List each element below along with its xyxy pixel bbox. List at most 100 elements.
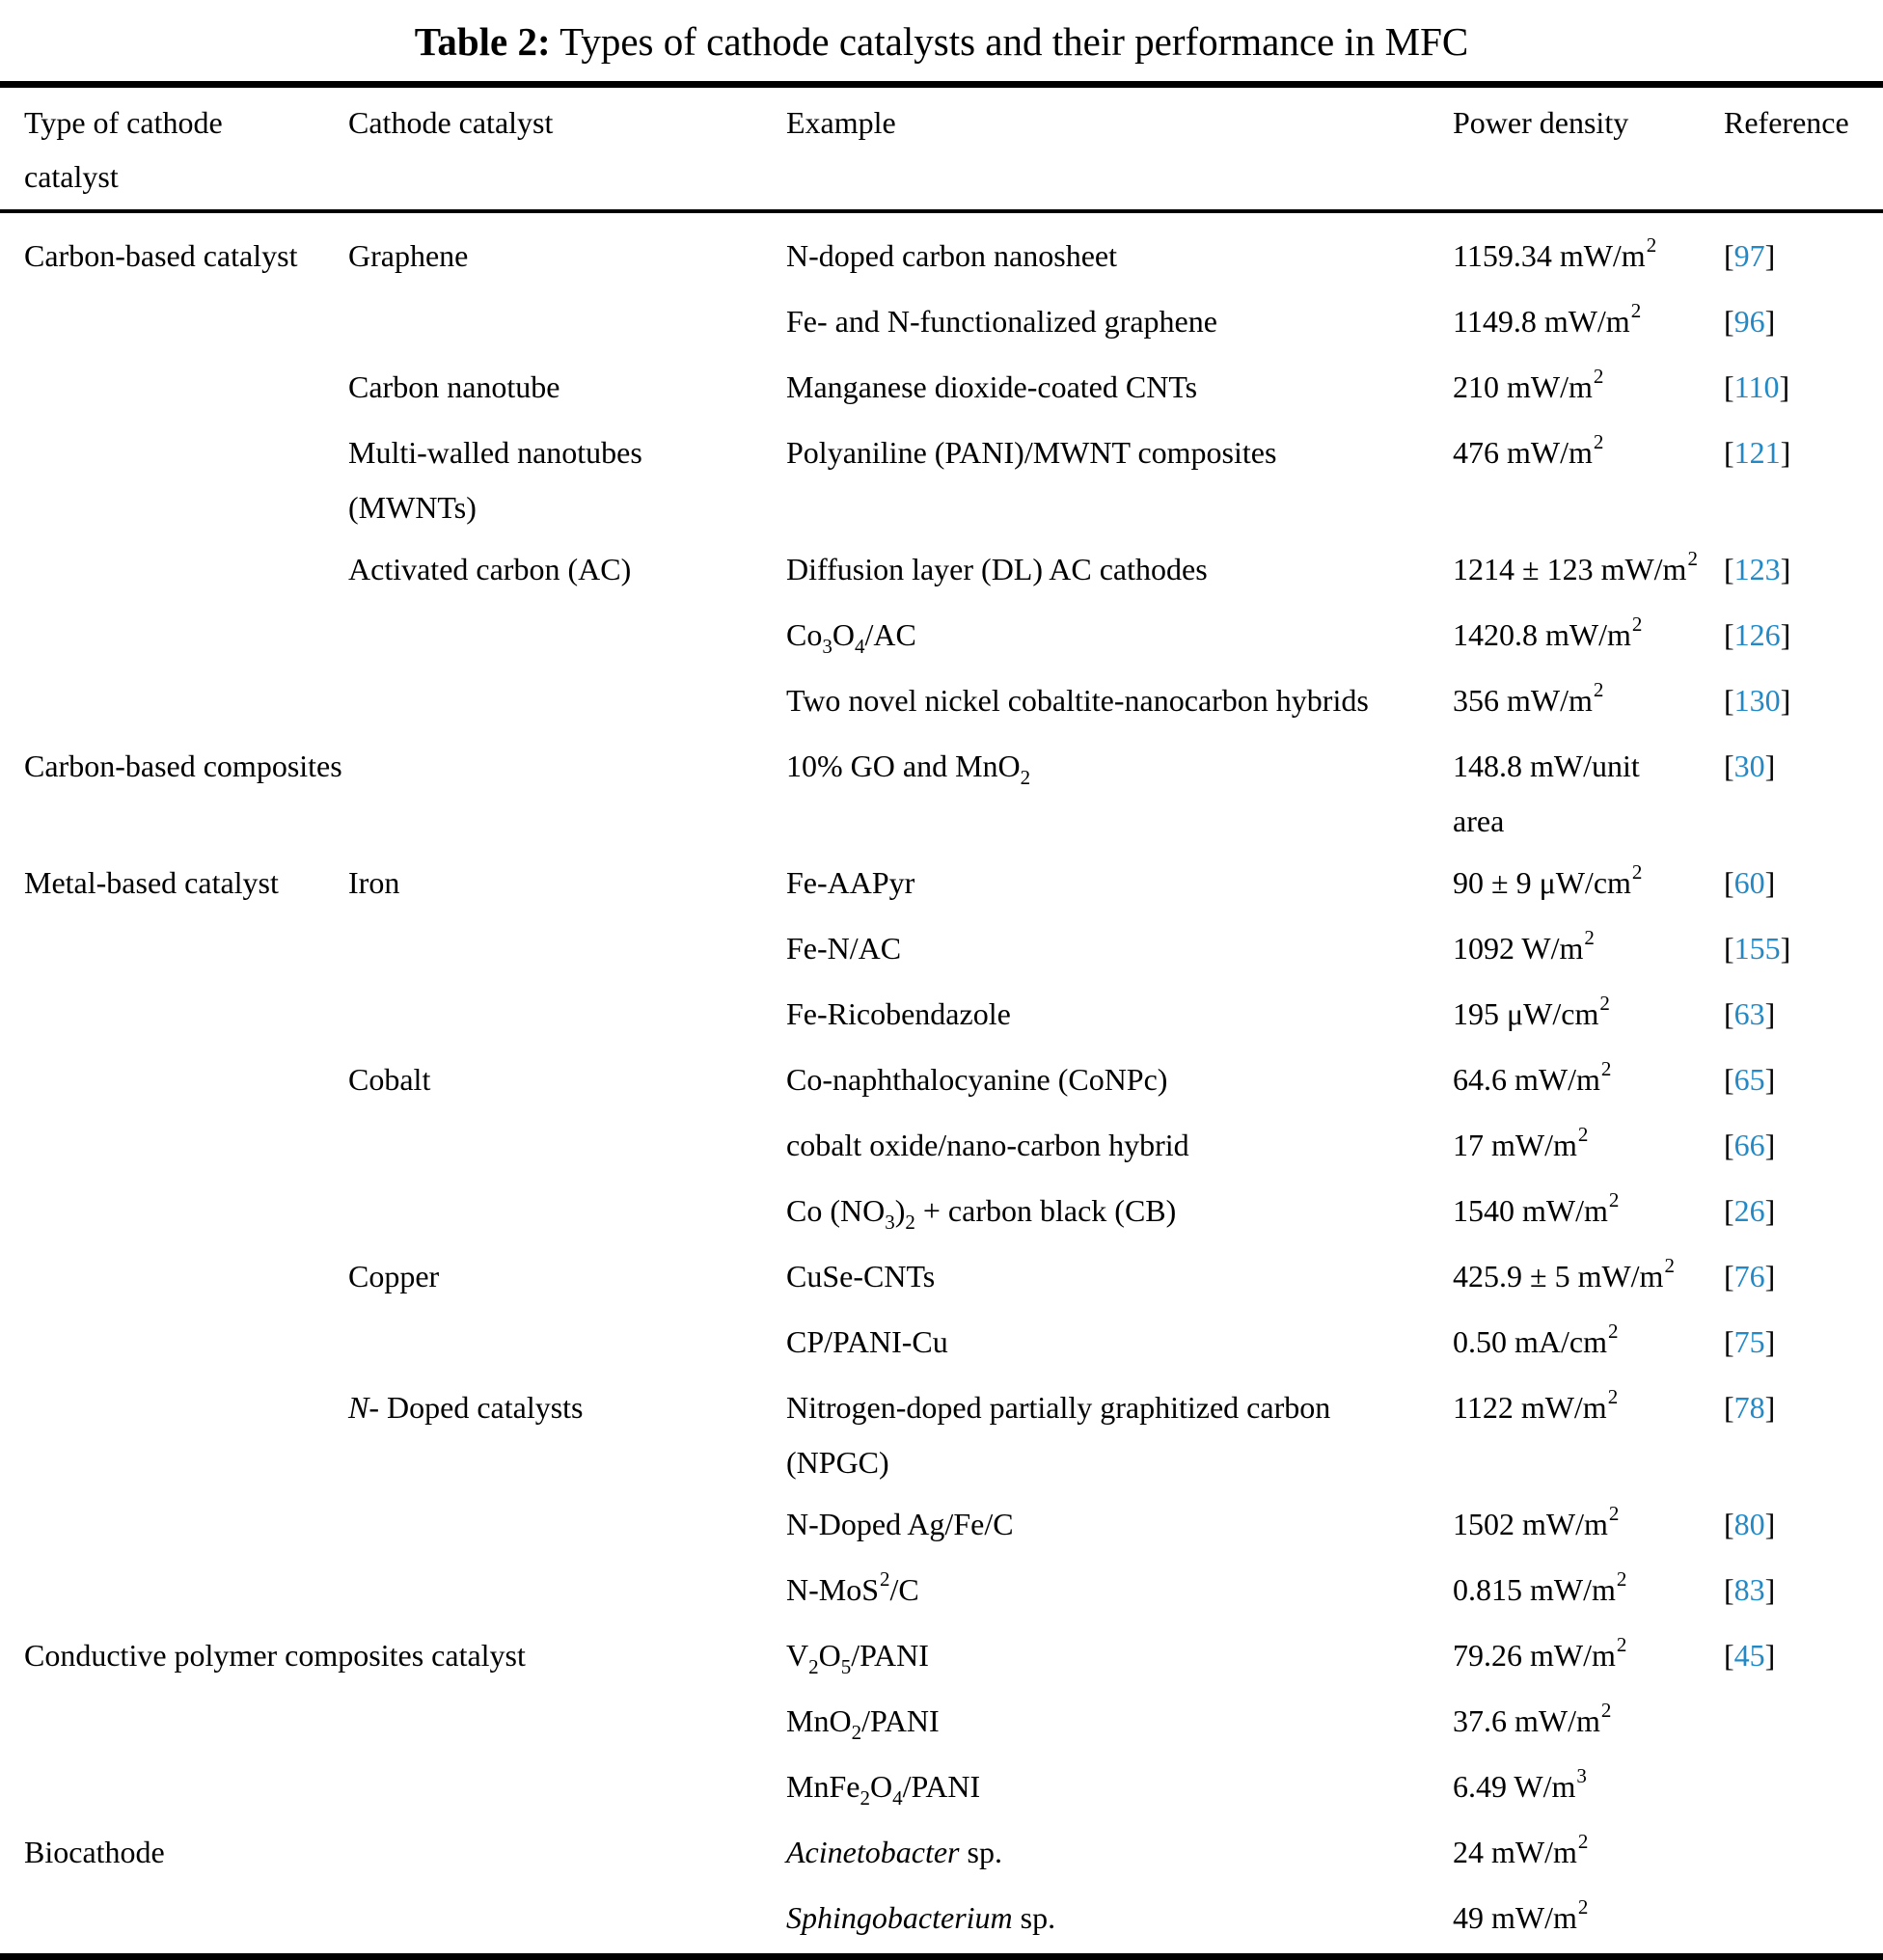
- text-segment: 1214 ± 123 mW/m: [1453, 552, 1687, 586]
- reference-link[interactable]: 130: [1733, 683, 1781, 718]
- reference-link[interactable]: 78: [1733, 1390, 1765, 1425]
- cell-type-of-cathode-catalyst: [0, 1115, 348, 1181]
- reference-link[interactable]: 155: [1733, 931, 1781, 966]
- cell-reference: [30]: [1724, 736, 1883, 853]
- cell-reference: [155]: [1724, 918, 1883, 984]
- reference-link[interactable]: 75: [1733, 1324, 1765, 1359]
- ref-bracket-open: [: [1724, 1324, 1734, 1359]
- table-header: Type of cathode catalyst Cathode catalyst…: [0, 88, 1883, 213]
- text-segment: 148.8 mW/unit: [1453, 749, 1640, 783]
- ref-bracket-open: [: [1724, 617, 1734, 652]
- cell-type-of-cathode-catalyst: [0, 984, 348, 1049]
- text-segment: Co (NO: [786, 1193, 886, 1228]
- reference-link[interactable]: 76: [1733, 1259, 1765, 1293]
- text-segment: Diffusion layer (DL) AC cathodes: [786, 552, 1208, 586]
- cell-example: Two novel nickel cobaltite-nanocarbon hy…: [786, 670, 1453, 736]
- cell-example: Fe-Ricobendazole: [786, 984, 1453, 1049]
- reference-link[interactable]: 97: [1733, 238, 1765, 273]
- reference-link[interactable]: 121: [1733, 435, 1781, 470]
- text-segment: 1420.8 mW/m: [1453, 617, 1631, 652]
- cell-power-density: 1420.8 mW/m2: [1453, 605, 1724, 670]
- top-rule: [0, 81, 1883, 88]
- ref-bracket-open: [: [1724, 683, 1734, 718]
- text-segment: 4: [854, 635, 865, 658]
- reference-link[interactable]: 123: [1733, 552, 1781, 586]
- cell-reference: [78]: [1724, 1377, 1883, 1494]
- cell-type-of-cathode-catalyst: [0, 357, 348, 422]
- text-segment: Cobalt: [348, 1062, 431, 1097]
- cell-cathode-catalyst: Activated carbon (AC): [348, 539, 786, 605]
- ref-bracket-close: ]: [1764, 996, 1776, 1031]
- text-segment: 2: [905, 1211, 915, 1234]
- reference-link[interactable]: 83: [1733, 1572, 1765, 1607]
- cell-cathode-catalyst: [348, 984, 786, 1049]
- ref-bracket-close: ]: [1780, 552, 1791, 586]
- table-row: N- Doped catalysts Nitrogen-doped partial…: [0, 1377, 1883, 1494]
- table-row: Co (NO3)2 + carbon black (CB) 1540 mW/m2[…: [0, 1181, 1883, 1246]
- cell-example: Co (NO3)2 + carbon black (CB): [786, 1181, 1453, 1246]
- text-segment: Activated carbon (AC): [348, 552, 632, 586]
- table-row: Fe- and N-functionalized graphene 1149.8 …: [0, 291, 1883, 357]
- cell-example: Polyaniline (PANI)/MWNT composites: [786, 422, 1453, 539]
- cell-reference: [1724, 1756, 1883, 1822]
- cell-type-of-cathode-catalyst: Metal-based catalyst: [0, 853, 348, 918]
- text-segment: 2: [1584, 926, 1595, 949]
- reference-link[interactable]: 96: [1733, 304, 1765, 339]
- reference-link[interactable]: 45: [1733, 1638, 1765, 1673]
- cell-type-of-cathode-catalyst: [0, 1049, 348, 1115]
- text-segment: 2: [1600, 1057, 1612, 1080]
- text-segment: V: [786, 1638, 809, 1673]
- text-segment: CuSe-CNTs: [786, 1259, 936, 1293]
- cell-cathode-catalyst: [348, 1691, 786, 1756]
- reference-link[interactable]: 65: [1733, 1062, 1765, 1097]
- ref-bracket-open: [: [1724, 1638, 1734, 1673]
- cell-power-density: 356 mW/m2: [1453, 670, 1724, 736]
- reference-link[interactable]: 80: [1733, 1507, 1765, 1541]
- table-row: N-MoS2/C 0.815 mW/m2 [83]: [0, 1560, 1883, 1625]
- text-segment: 2: [1616, 1633, 1627, 1656]
- text-segment: MnFe: [786, 1769, 860, 1804]
- text-segment: Manganese dioxide-coated CNTs: [786, 369, 1198, 404]
- text-segment: Fe- and N-functionalized graphene: [786, 304, 1217, 339]
- text-segment: 2: [851, 1721, 862, 1744]
- cell-reference: [83]: [1724, 1560, 1883, 1625]
- text-segment: /PANI: [851, 1638, 929, 1673]
- reference-link[interactable]: 110: [1733, 369, 1780, 404]
- text-segment: 1502 mW/m: [1453, 1507, 1608, 1541]
- text-segment: 1540 mW/m: [1453, 1193, 1608, 1228]
- cell-type-of-cathode-catalyst: [0, 1888, 348, 1957]
- table-row: Carbon nanotube Manganese dioxide-coated …: [0, 357, 1883, 422]
- cell-type-of-cathode-catalyst: [0, 670, 348, 736]
- cell-example: Fe-AAPyr: [786, 853, 1453, 918]
- ref-bracket-close: ]: [1780, 683, 1791, 718]
- reference-link[interactable]: 26: [1733, 1193, 1765, 1228]
- table-caption: Table 2: Types of cathode catalysts and …: [0, 0, 1883, 69]
- text-segment: 2: [1608, 1502, 1620, 1525]
- reference-link[interactable]: 63: [1733, 996, 1765, 1031]
- catalyst-table: Type of cathode catalyst Cathode catalyst…: [0, 88, 1883, 1960]
- cell-type-of-cathode-catalyst: [0, 422, 348, 539]
- text-segment: Multi-walled nanotubes: [348, 435, 642, 470]
- reference-link[interactable]: 126: [1733, 617, 1781, 652]
- reference-link[interactable]: 66: [1733, 1128, 1765, 1162]
- ref-bracket-close: ]: [1764, 1324, 1776, 1359]
- cell-power-density: 1540 mW/m2: [1453, 1181, 1724, 1246]
- text-segment: 0.815 mW/m: [1453, 1572, 1616, 1607]
- text-segment: 17 mW/m: [1453, 1128, 1577, 1162]
- text-segment: (NPGC): [786, 1445, 889, 1480]
- text-segment: 2: [880, 1567, 890, 1591]
- cell-example: CP/PANI-Cu: [786, 1312, 1453, 1377]
- ref-bracket-open: [: [1724, 996, 1734, 1031]
- text-segment: sp.: [959, 1835, 1002, 1869]
- ref-bracket-open: [: [1724, 1390, 1734, 1425]
- reference-link[interactable]: 60: [1733, 865, 1765, 900]
- text-segment: 2: [1599, 992, 1610, 1015]
- text-segment: Co-naphthalocyanine (CoNPc): [786, 1062, 1168, 1097]
- reference-link[interactable]: 30: [1733, 749, 1765, 783]
- ref-bracket-open: [: [1724, 749, 1734, 783]
- cell-type-of-cathode-catalyst: [0, 1691, 348, 1756]
- ref-bracket-open: [: [1724, 304, 1734, 339]
- cell-power-density: 37.6 mW/m2: [1453, 1691, 1724, 1756]
- text-segment: Cathode catalyst: [348, 105, 554, 140]
- cell-cathode-catalyst: Copper: [348, 1246, 786, 1312]
